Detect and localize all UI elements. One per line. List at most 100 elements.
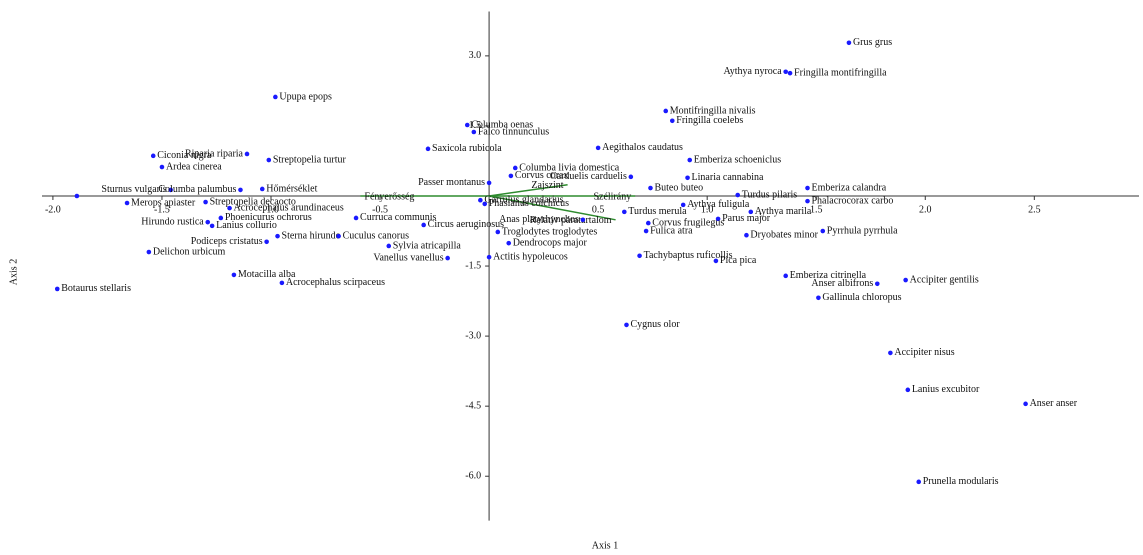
point (783, 273, 788, 279)
point (425, 146, 431, 152)
x-tick-label: -1.0 (263, 204, 279, 215)
point (353, 215, 359, 221)
point (231, 272, 237, 278)
point-label: Accipiter nisus (894, 347, 954, 358)
point (266, 157, 272, 163)
point (715, 216, 721, 222)
point-label: Acrocephalus scirpaceus (286, 277, 385, 288)
point (275, 233, 280, 239)
point-label: Dendrocops major (513, 237, 588, 248)
point (744, 232, 749, 238)
vector (488, 195, 616, 221)
point (506, 240, 512, 246)
point-label: Streptopelia decaocto (210, 196, 296, 207)
point-label: Actitis hypoleucos (493, 251, 568, 262)
point-label: Ciconia nigra (157, 150, 212, 161)
point-label: Garrulus glandarius (484, 194, 563, 205)
point-label: Sterna hirundo (282, 230, 341, 241)
point-label: Troglodytes troglodytes (502, 226, 598, 237)
point-label: Cuculus canorus (343, 230, 409, 241)
point-label: Fringilla coelebs (676, 115, 743, 126)
point-label: Sylvia atricapilla (393, 240, 462, 251)
point-label: Montifringilla nivalis (670, 105, 756, 116)
point-label: Emberiza schoeniclus (694, 154, 782, 165)
point (580, 217, 586, 223)
point-label: Anser albifrons (811, 278, 873, 289)
point (1023, 401, 1028, 407)
point (238, 187, 243, 193)
y-axis-label: Axis 2 (8, 259, 19, 285)
point-label: Hőmérséklet (266, 183, 317, 194)
point (244, 151, 250, 157)
point-label: Acrocephalus arundinaceus (234, 202, 344, 213)
point (209, 223, 215, 229)
point (648, 185, 653, 191)
point-label: Lanius excubitor (912, 384, 980, 395)
y-tick-label: -6.0 (465, 471, 481, 482)
point-label: Gallinula chloropus (822, 292, 901, 303)
point-label: Turdus pilaris (742, 189, 798, 200)
point-label: Fringilla montifringilla (794, 67, 887, 78)
x-tick-label: -1.5 (154, 204, 170, 215)
y-tick-label: -4.5 (465, 400, 481, 411)
point-label: Podiceps cristatus (191, 236, 263, 247)
point (471, 129, 477, 135)
point-label: Lanius collurio (216, 220, 277, 231)
vector-label: Fényerősség (364, 191, 414, 202)
vector-label: Zajszint (531, 180, 563, 191)
point (227, 205, 232, 211)
point-label: Merops apiaster (131, 197, 196, 208)
x-tick-label: 2.5 (1028, 204, 1041, 215)
point-label: Accipiter gentilis (910, 274, 979, 285)
point (783, 69, 788, 75)
point (150, 153, 156, 159)
point (486, 180, 492, 186)
point (482, 201, 488, 207)
point-label: Prunella modularis (923, 476, 999, 487)
point-label: Parus major (722, 213, 771, 224)
point-label: Linaria cannabina (692, 172, 764, 183)
point-label: Falco tinnunculus (478, 126, 549, 137)
point (787, 70, 793, 76)
point (203, 199, 208, 205)
point (168, 187, 173, 193)
point-label: Motacilla alba (238, 269, 296, 280)
point (159, 164, 165, 170)
point-label: Upupa epops (279, 91, 332, 102)
point (820, 228, 826, 234)
point (637, 253, 642, 259)
vector (488, 184, 568, 197)
point (748, 209, 754, 215)
point (816, 295, 821, 301)
point-label: Aythya fuligula (687, 199, 750, 210)
x-axis-label: Axis 1 (592, 540, 618, 551)
point-label: Aythya marila (755, 206, 812, 217)
point-label: Pyrrhula pyrrhula (827, 225, 898, 236)
point (903, 277, 908, 283)
point (486, 254, 492, 260)
point (336, 233, 341, 239)
point-label: Phoenicurus ochrorus (225, 212, 312, 223)
point (512, 165, 518, 171)
point-label: Anas platyrhynchos (499, 214, 579, 225)
point (124, 200, 130, 206)
point (386, 243, 392, 249)
point-label: Saxicola rubicola (432, 143, 502, 154)
vector-label: Szélirány (593, 191, 631, 202)
x-tick-label: -0.5 (372, 204, 388, 215)
point-label: Ardea cinerea (166, 161, 222, 172)
point (279, 280, 285, 286)
point (205, 219, 211, 225)
vector-label: Relatív páratartalom (530, 215, 612, 226)
point-label: Anser anser (1030, 398, 1078, 409)
point (687, 157, 693, 163)
point-label: Circus aeruginosus (428, 219, 504, 230)
point (259, 186, 265, 192)
point (713, 258, 719, 264)
point (685, 175, 690, 181)
point (888, 350, 893, 356)
point (805, 198, 810, 204)
y-tick-label: -1.5 (465, 260, 481, 271)
point (680, 202, 686, 208)
